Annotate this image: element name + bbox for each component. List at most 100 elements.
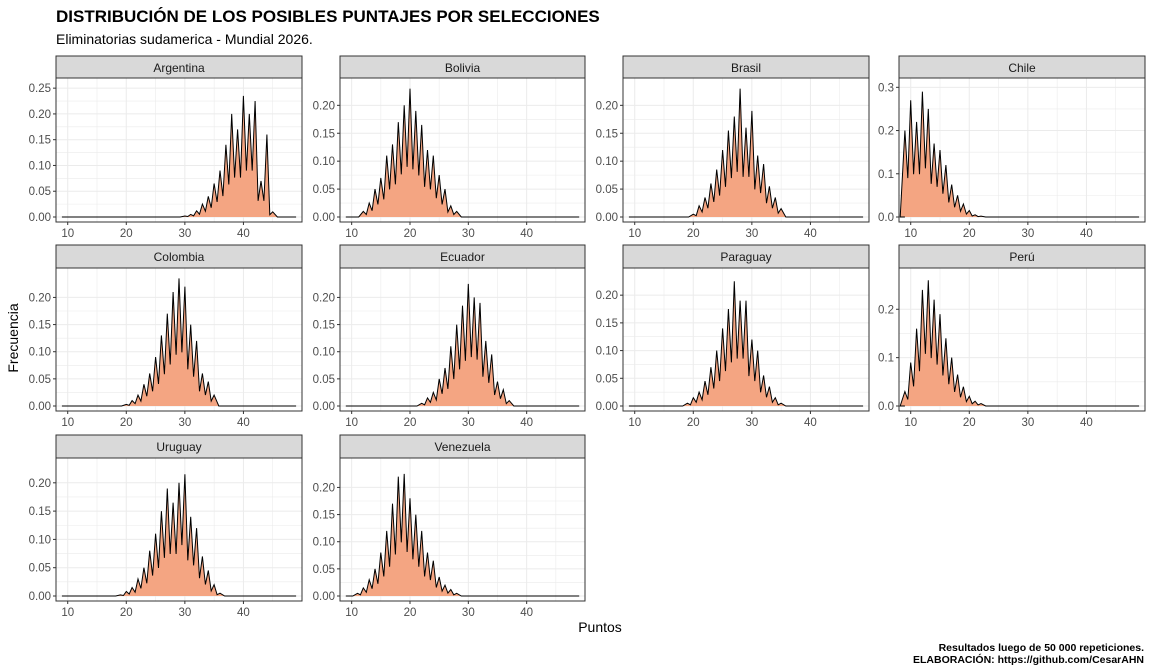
x-tick-label: 40 — [520, 417, 533, 429]
y-tick-label: 0.05 — [596, 184, 618, 196]
x-tick-label: 20 — [404, 228, 417, 240]
x-tick-label: 20 — [120, 607, 133, 619]
density-line-uruguay — [61, 474, 297, 597]
x-tick-label: 30 — [745, 228, 758, 240]
y-tick-label: 0.20 — [29, 292, 51, 304]
strip-label-uruguay: Uruguay — [156, 440, 201, 454]
x-tick-label: 40 — [237, 228, 250, 240]
y-tick-label: 0.10 — [596, 156, 618, 168]
x-tick-label: 40 — [804, 417, 817, 429]
facet-chile: Chile 0.0 0.1 0.2 0.3 10 20 30 40 — [878, 55, 1146, 240]
density-line-paraguay — [628, 281, 864, 407]
density-line-chile — [899, 91, 1140, 218]
x-tick-label: 10 — [345, 417, 358, 429]
panel-border-uruguay — [55, 457, 303, 602]
y-tick-label: 0.00 — [29, 591, 51, 603]
facet-ecuador: Ecuador 0.00 0.05 0.10 0.15 0.20 10 20 30 40 — [313, 244, 586, 429]
density-line-argentina — [61, 95, 297, 218]
y-tick-label: 0.15 — [313, 320, 335, 332]
density-area-ecuador — [345, 283, 580, 406]
x-tick-label: 20 — [687, 417, 700, 429]
x-tick-label: 10 — [61, 417, 74, 429]
y-tick-label: 0.1 — [878, 169, 894, 181]
y-tick-label: 0.20 — [313, 482, 335, 494]
x-tick-label: 10 — [61, 607, 74, 619]
density-area-colombia — [61, 278, 297, 406]
facet-peru: Perú 0.0 0.1 0.2 10 20 30 40 — [878, 244, 1146, 429]
y-tick-label: 0.00 — [596, 212, 618, 224]
y-tick-label: 0.00 — [313, 212, 335, 224]
facet-colombia: Colombia 0.00 0.05 0.10 0.15 0.20 10 20 30 40 — [29, 244, 303, 429]
y-tick-label: 0.20 — [29, 109, 51, 121]
x-tick-label: 40 — [520, 228, 533, 240]
density-area-bolivia — [345, 88, 580, 217]
y-tick-label: 0.05 — [313, 564, 335, 576]
panel-border-colombia — [55, 267, 303, 412]
y-tick-label: 0.05 — [313, 374, 335, 386]
panel-border-paraguay — [622, 267, 870, 412]
x-tick-label: 40 — [520, 607, 533, 619]
x-axis-title: Puntos — [578, 619, 622, 635]
density-area-paraguay — [628, 281, 864, 406]
x-tick-label: 20 — [963, 417, 976, 429]
y-tick-label: 0.00 — [596, 401, 618, 413]
caption-line-1: Resultados luego de 50 000 repeticiones. — [939, 642, 1144, 654]
panel-border-peru — [898, 267, 1146, 412]
y-tick-label: 0.10 — [29, 347, 51, 359]
strip-label-chile: Chile — [1008, 61, 1036, 75]
x-tick-label: 10 — [345, 228, 358, 240]
y-tick-label: 0.05 — [29, 186, 51, 198]
density-area-chile — [900, 91, 1140, 217]
x-tick-label: 30 — [178, 607, 191, 619]
density-area-uruguay — [61, 474, 297, 596]
density-line-ecuador — [345, 283, 580, 407]
panel-border-argentina — [55, 77, 303, 223]
x-tick-label: 40 — [804, 228, 817, 240]
strip-label-argentina: Argentina — [153, 61, 205, 75]
strip-label-brasil: Brasil — [731, 61, 761, 75]
density-line-venezuela — [345, 473, 580, 597]
x-tick-label: 40 — [1080, 228, 1093, 240]
y-tick-label: 0.20 — [596, 290, 618, 302]
x-tick-label: 30 — [462, 607, 475, 619]
x-tick-label: 20 — [120, 417, 133, 429]
y-tick-label: 0.25 — [29, 83, 51, 95]
y-tick-label: 0.20 — [29, 478, 51, 490]
density-line-bolivia — [345, 88, 580, 218]
x-tick-label: 30 — [462, 228, 475, 240]
y-tick-label: 0.15 — [596, 128, 618, 140]
x-tick-label: 30 — [178, 228, 191, 240]
x-tick-label: 40 — [237, 417, 250, 429]
y-tick-label: 0.10 — [313, 537, 335, 549]
y-tick-label: 0.3 — [878, 82, 894, 94]
y-tick-label: 0.00 — [29, 212, 51, 224]
x-tick-label: 10 — [904, 228, 917, 240]
y-tick-label: 0.15 — [596, 318, 618, 330]
x-tick-label: 10 — [628, 228, 641, 240]
y-tick-label: 0.0 — [878, 212, 894, 224]
strip-label-venezuela: Venezuela — [434, 440, 490, 454]
chart-subtitle: Eliminatorias sudamerica - Mundial 2026. — [56, 31, 313, 47]
x-tick-label: 10 — [904, 417, 917, 429]
x-tick-label: 10 — [345, 607, 358, 619]
y-tick-label: 0.15 — [29, 320, 51, 332]
y-tick-label: 0.00 — [29, 401, 51, 413]
y-axis-title: Frecuencia — [5, 303, 21, 372]
strip-label-colombia: Colombia — [154, 250, 205, 264]
y-tick-label: 0.0 — [878, 401, 894, 413]
x-tick-label: 10 — [61, 228, 74, 240]
x-tick-label: 20 — [963, 228, 976, 240]
panel-border-bolivia — [339, 77, 586, 223]
y-tick-label: 0.15 — [29, 506, 51, 518]
y-tick-label: 0.05 — [29, 563, 51, 575]
facet-bolivia: Bolivia 0.00 0.05 0.10 0.15 0.20 10 20 30 40 — [313, 55, 586, 240]
y-tick-label: 0.2 — [878, 126, 894, 138]
panel-border-chile — [898, 77, 1146, 223]
y-tick-label: 0.20 — [313, 100, 335, 112]
chart-title: DISTRIBUCIÓN DE LOS POSIBLES PUNTAJES PO… — [56, 7, 600, 26]
density-line-brasil — [628, 88, 864, 218]
strip-label-bolivia: Bolivia — [445, 61, 481, 75]
facet-uruguay: Uruguay 0.00 0.05 0.10 0.15 0.20 10 20 30 40 — [29, 434, 303, 619]
x-tick-label: 20 — [687, 228, 700, 240]
